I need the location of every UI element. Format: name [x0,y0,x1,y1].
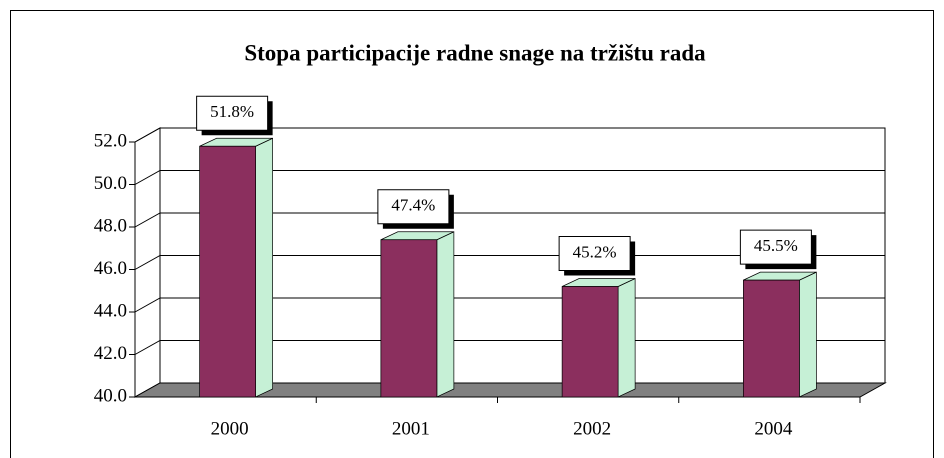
y-tick-label: 46.0 [94,258,127,279]
value-label-box [196,95,269,131]
grid-line [134,127,885,143]
y-tick-label: 40.0 [94,385,127,406]
x-tick-label: 2004 [754,418,793,439]
y-tick-label: 50.0 [94,173,127,194]
y-tick-label: 44.0 [94,300,127,321]
value-label: 45.5% [754,236,798,255]
value-label: 51.8% [210,102,254,121]
bar-side [617,277,636,398]
x-tick-label: 2001 [392,418,430,439]
grid-line [134,170,885,185]
grid-line [134,340,885,355]
y-tick-label: 42.0 [94,343,127,364]
bar [380,239,438,398]
x-tick-label: 2002 [573,418,611,439]
value-label: 47.4% [391,196,435,215]
value-label-box [739,229,812,265]
value-label-box [558,236,631,271]
y-tick-label: 52.0 [94,130,127,151]
value-label-box [377,189,450,225]
grid-line [134,212,885,228]
grid-line [134,255,885,270]
chart-title: Stopa participacije radne snage na tržiš… [244,40,706,65]
bar [199,145,256,398]
bar [743,279,800,398]
x-tick-label: 2000 [211,418,249,439]
bar-side [799,271,817,398]
y-tick-label: 48.0 [94,215,127,236]
grid-line [134,297,885,313]
bar-side [436,231,455,398]
bar [561,286,619,398]
value-label: 45.2% [573,242,617,261]
bar-side [255,137,273,398]
